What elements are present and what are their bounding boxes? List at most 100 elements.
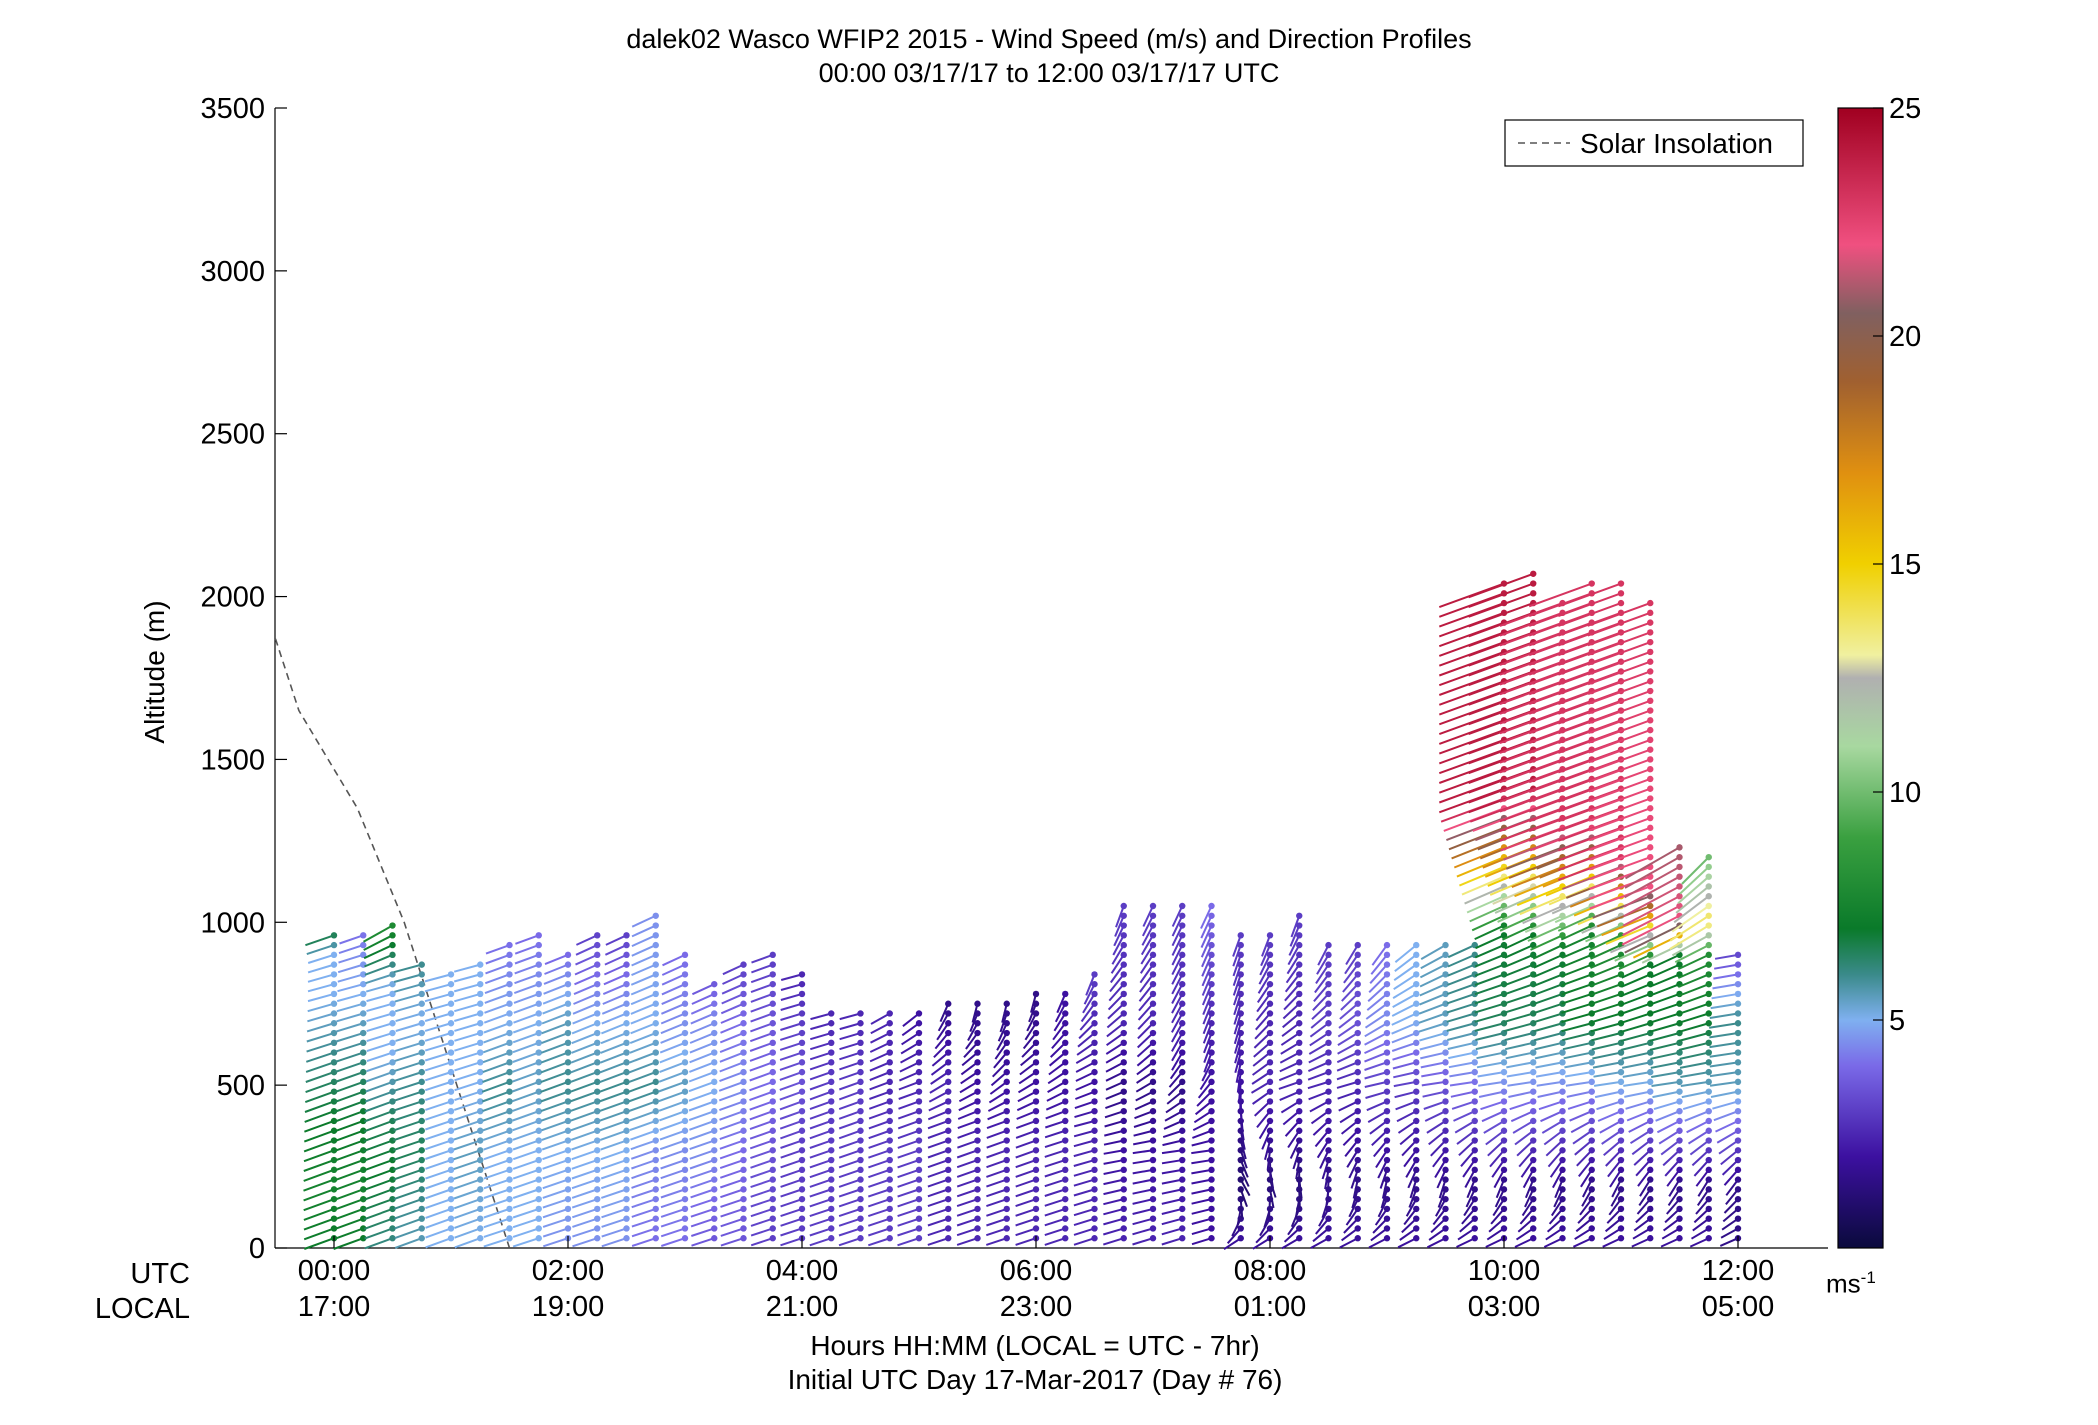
- wind-barb-dot: [1647, 1127, 1654, 1134]
- wind-barb-dot: [711, 1068, 718, 1076]
- wind-barb-dot: [1149, 1117, 1157, 1125]
- wind-barb: [1656, 1120, 1680, 1134]
- wind-barb: [601, 1022, 627, 1035]
- wind-barb: [1337, 1041, 1359, 1055]
- wind-barb: [838, 1178, 861, 1188]
- wind-barb-dot: [1617, 1235, 1625, 1242]
- wind-barb-dot: [1354, 1176, 1361, 1183]
- wind-barb: [1364, 1080, 1388, 1088]
- wind-barb: [1191, 1139, 1212, 1147]
- wind-barb: [749, 1090, 774, 1102]
- wind-barb-dot: [1208, 1088, 1215, 1095]
- wind-barb-dot: [477, 1176, 484, 1183]
- wind-barb-dot: [1559, 1186, 1566, 1193]
- wind-barb: [1558, 582, 1622, 608]
- wind-barb: [1401, 1139, 1417, 1157]
- wind-barb: [1503, 983, 1534, 996]
- wind-barb-dot: [1500, 1059, 1508, 1066]
- wind-barb-dot: [1559, 1235, 1566, 1242]
- wind-barb-dot: [477, 1020, 484, 1027]
- wind-barb: [1403, 1149, 1418, 1168]
- wind-barb: [1191, 1207, 1212, 1215]
- wind-barb-dot: [330, 1068, 338, 1076]
- wind-barb: [1103, 1207, 1125, 1216]
- wind-barb-dot: [1471, 1186, 1478, 1193]
- wind-barb: [629, 1051, 657, 1064]
- wind-barb: [1588, 826, 1651, 851]
- wind-barb-dot: [1559, 1215, 1566, 1222]
- wind-barb-dot: [1149, 1098, 1157, 1105]
- wind-barb-dot: [652, 1166, 659, 1174]
- wind-barb-dot: [564, 1039, 572, 1047]
- wind-barb-dot: [1120, 902, 1127, 910]
- wind-barb: [394, 983, 423, 993]
- wind-barb: [1045, 1110, 1066, 1120]
- wind-barb-dot: [1208, 961, 1215, 968]
- wind-barb: [512, 1100, 540, 1112]
- wind-barb-dot: [652, 971, 659, 978]
- wind-barb-dot: [1676, 1215, 1683, 1222]
- wind-barb-dot: [1530, 1205, 1537, 1213]
- wind-barb-dot: [1354, 1205, 1361, 1213]
- wind-barb-dot: [1179, 971, 1186, 978]
- wind-barb: [1044, 1168, 1066, 1178]
- wind-barb: [838, 1071, 861, 1081]
- wind-barb: [1171, 954, 1184, 976]
- wind-barb: [719, 1100, 744, 1112]
- wind-barb-dot: [798, 990, 806, 998]
- wind-barb-dot: [1032, 1225, 1040, 1232]
- wind-barb: [425, 1120, 452, 1131]
- wind-barb-dot: [681, 1156, 689, 1164]
- wind-barb-dot: [1471, 1078, 1478, 1086]
- wind-barb: [1136, 1051, 1154, 1067]
- wind-barb: [660, 1032, 686, 1044]
- wind-barb: [1691, 1149, 1710, 1167]
- wind-barb: [571, 1188, 598, 1199]
- wind-barb: [1337, 1022, 1359, 1038]
- wind-barb: [1075, 1051, 1096, 1064]
- wind-barb: [927, 1168, 949, 1178]
- wind-barb: [336, 1022, 364, 1033]
- wind-barb: [1535, 1071, 1563, 1078]
- wind-barb-dot: [1676, 893, 1683, 900]
- wind-barb-dot: [594, 1078, 601, 1086]
- wind-barb: [540, 1061, 569, 1074]
- wind-barb: [1026, 1013, 1037, 1032]
- wind-barb: [366, 1022, 393, 1033]
- wind-barb: [1393, 963, 1417, 982]
- wind-barb: [956, 1168, 978, 1178]
- wind-barb-dot: [477, 1215, 484, 1222]
- wind-barb: [512, 1071, 540, 1083]
- wind-barb-dot: [1383, 1020, 1391, 1027]
- x-tick-label-local: 05:00: [1702, 1291, 1775, 1323]
- wind-barb: [1591, 1032, 1622, 1042]
- wind-barb-dot: [1734, 1098, 1742, 1105]
- wind-barb: [1394, 954, 1417, 972]
- wind-barb: [1048, 1061, 1066, 1076]
- wind-barb: [1340, 1120, 1359, 1135]
- wind-barb: [1232, 944, 1242, 967]
- wind-barb: [1677, 963, 1710, 979]
- wind-barb: [512, 1227, 540, 1238]
- wind-barb-dot: [1383, 1098, 1391, 1105]
- wind-barb-dot: [945, 1186, 952, 1193]
- wind-barb-dot: [623, 951, 630, 959]
- wind-barb: [868, 1100, 891, 1110]
- wind-barb-dot: [681, 1088, 689, 1095]
- wind-barb: [454, 1237, 481, 1249]
- wind-barb: [1103, 1237, 1125, 1246]
- wind-barb: [1607, 1159, 1622, 1178]
- wind-barb-dot: [1091, 1225, 1098, 1232]
- wind-barb: [689, 1041, 715, 1054]
- wind-barb: [1105, 1090, 1125, 1100]
- wind-barb-dot: [623, 1020, 630, 1027]
- wind-barb-dot: [769, 961, 776, 968]
- wind-barb: [1713, 973, 1739, 980]
- wind-barb: [1104, 1129, 1124, 1137]
- wind-barb: [1493, 1169, 1505, 1189]
- wind-barb-dot: [857, 1010, 864, 1017]
- wind-barb-dot: [1179, 1059, 1186, 1066]
- wind-barb: [1105, 1041, 1125, 1055]
- wind-barb-dot: [1296, 912, 1303, 919]
- wind-barb: [454, 1227, 481, 1239]
